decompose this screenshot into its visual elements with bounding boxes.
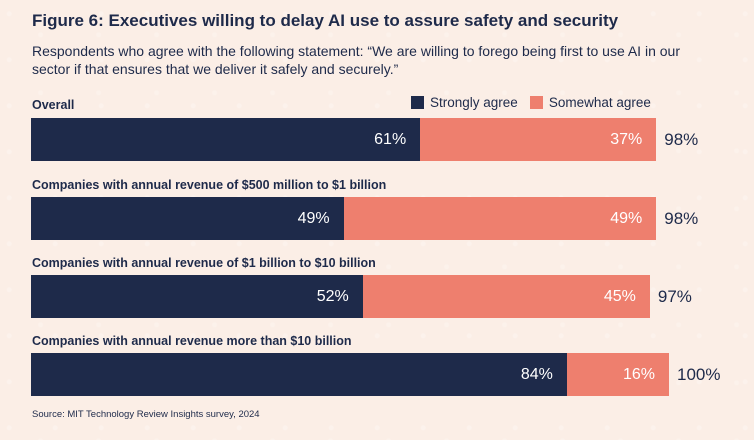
bar-segment-somewhat: 45%: [362, 275, 650, 318]
legend-item-strongly: Strongly agree: [411, 95, 518, 110]
category-label: Companies with annual revenue of $500 mi…: [32, 178, 387, 192]
legend-swatch-somewhat: [529, 96, 543, 109]
bar-segment-somewhat: 16%: [566, 353, 669, 396]
bar-value-label: 52%: [316, 288, 349, 305]
category-label: Companies with annual revenue more than …: [32, 334, 352, 348]
legend-item-somewhat: Somewhat agree: [529, 95, 651, 110]
total-label: 100%: [677, 365, 721, 384]
bar-segment-strongly: 84%: [31, 353, 567, 396]
legend-swatch-strongly: [411, 96, 424, 109]
chart-title: Figure 6: Executives willing to delay AI…: [32, 11, 619, 30]
bar-value-label: 49%: [297, 210, 330, 227]
category-label: Companies with annual revenue of $1 bill…: [32, 256, 376, 270]
total-label: 97%: [657, 287, 692, 306]
bar-segment-strongly: 52%: [31, 275, 363, 318]
total-label: 98%: [664, 130, 699, 149]
bar-value-label: 84%: [520, 366, 553, 383]
bar-segment-strongly: 49%: [31, 197, 344, 240]
bar-segment-strongly: 61%: [31, 118, 421, 161]
legend: Strongly agree Somewhat agree: [411, 95, 663, 110]
category-label: Overall: [32, 98, 75, 112]
bar-segment-somewhat: 49%: [343, 197, 657, 240]
bar-value-label: 45%: [603, 288, 636, 305]
total-label: 98%: [664, 209, 699, 228]
legend-label-strongly: Strongly agree: [430, 95, 518, 110]
bar-segment-somewhat: 37%: [420, 118, 657, 161]
chart-subtitle: Respondents who agree with the following…: [32, 43, 680, 77]
bar-value-label: 37%: [610, 131, 643, 148]
legend-label-somewhat: Somewhat agree: [548, 95, 651, 110]
bar-value-label: 49%: [610, 210, 643, 227]
source-note: Source: MIT Technology Review Insights s…: [32, 409, 260, 420]
bar-value-label: 16%: [622, 366, 655, 383]
bar-value-label: 61%: [374, 131, 407, 148]
